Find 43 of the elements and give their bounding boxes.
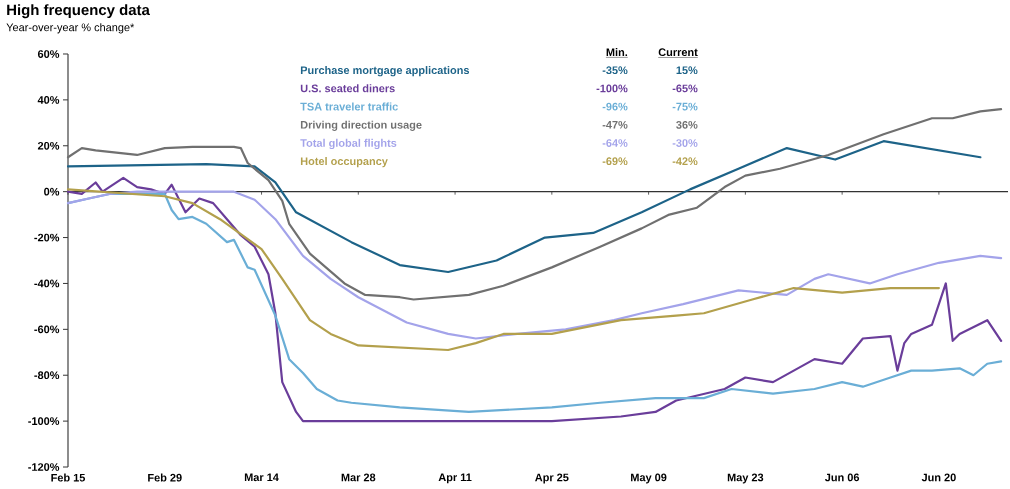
annotation: -100% xyxy=(596,84,628,93)
x-tick-label: Apr 11 xyxy=(438,473,472,484)
x-tick-label: Feb 29 xyxy=(148,473,182,482)
annotation: -65% xyxy=(672,84,698,93)
y-tick-label: -80% xyxy=(34,371,60,380)
y-tick-label: -120% xyxy=(28,463,60,471)
x-tick-label: Mar 28 xyxy=(341,473,376,482)
text: Total global flights xyxy=(300,138,397,150)
text: Purchase mortgage applications xyxy=(300,66,470,77)
annotation: -47% xyxy=(602,120,628,129)
x-tick-label: May 09 xyxy=(631,473,667,484)
text: Driving direction usage xyxy=(300,120,422,131)
text: Hotel occupancy xyxy=(300,157,388,168)
annotation: -30% xyxy=(672,139,698,147)
y-tick-label: -60% xyxy=(34,325,60,334)
annotation: Current xyxy=(658,48,698,57)
y-tick-label: 20% xyxy=(37,141,60,150)
x-tick-label: May 23 xyxy=(727,473,764,484)
x-tick-label: Jun 20 xyxy=(921,473,956,482)
y-tick-label: 0% xyxy=(44,187,60,196)
annotation: 36% xyxy=(676,120,698,129)
y-tick-label: -20% xyxy=(34,233,60,242)
y-tick-label: 60% xyxy=(37,50,60,58)
chart-title: High frequency data xyxy=(7,4,150,19)
annotation: -35% xyxy=(602,66,628,75)
annotation: -96% xyxy=(602,102,628,111)
y-tick-label: -100% xyxy=(28,417,60,425)
y-tick-label: -40% xyxy=(34,279,60,288)
annotation: Min. xyxy=(606,48,628,56)
annotation: -42% xyxy=(672,157,698,166)
annotation: -64% xyxy=(602,139,628,147)
text: U.S. seated diners xyxy=(300,84,395,93)
chart-subtitle: Year-over-year % change* xyxy=(6,23,135,34)
annotation: 15% xyxy=(676,66,698,75)
y-tick-label: 40% xyxy=(37,96,60,104)
x-tick-label: Feb 15 xyxy=(51,473,86,482)
annotation: -69% xyxy=(602,157,628,166)
annotation: -75% xyxy=(672,102,698,111)
x-tick-label: Jun 06 xyxy=(824,473,860,482)
text: TSA traveler traffic xyxy=(300,102,398,111)
x-tick-label: Apr 25 xyxy=(535,473,569,484)
line-series xyxy=(66,140,982,274)
x-tick-label: Mar 14 xyxy=(244,473,279,482)
